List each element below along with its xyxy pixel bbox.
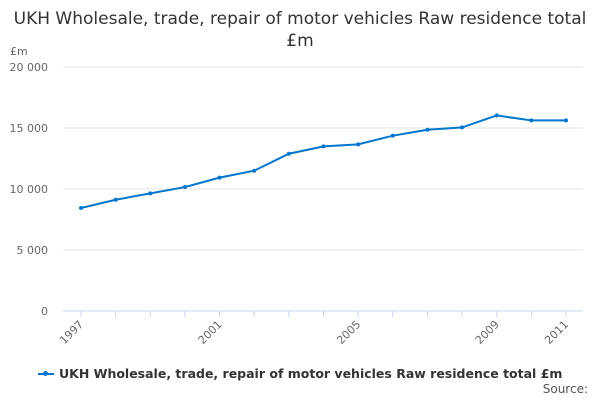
- y-tick-label: 0: [41, 305, 48, 318]
- data-point: [460, 125, 465, 130]
- y-tick-label: 10 000: [10, 183, 49, 196]
- legend[interactable]: UKH Wholesale, trade, repair of motor ve…: [38, 366, 562, 381]
- data-point: [217, 175, 222, 180]
- data-point: [79, 206, 83, 211]
- x-tick-label: 2001: [196, 318, 225, 347]
- legend-swatch-icon: [38, 370, 54, 376]
- data-point: [252, 168, 257, 173]
- data-point: [148, 191, 153, 196]
- data-point: [564, 118, 568, 123]
- x-tick-label: 2011: [542, 318, 571, 347]
- x-tick-label: 2009: [473, 318, 502, 347]
- data-point: [425, 127, 430, 132]
- x-tick-label: 2005: [334, 318, 363, 347]
- y-axis-label: £m: [10, 45, 28, 58]
- y-tick-label: 15 000: [10, 122, 49, 135]
- legend-label: UKH Wholesale, trade, repair of motor ve…: [59, 366, 563, 381]
- data-point: [390, 133, 395, 138]
- data-point: [494, 113, 499, 118]
- y-tick-label: 5 000: [17, 244, 49, 257]
- data-point: [182, 185, 187, 190]
- data-point: [113, 197, 118, 202]
- data-point: [529, 118, 534, 123]
- source-label: Source:: [542, 382, 588, 396]
- chart-title: UKH Wholesale, trade, repair of motor ve…: [13, 9, 587, 51]
- data-point: [286, 151, 291, 156]
- data-point: [356, 142, 361, 147]
- y-tick-label: 20 000: [10, 61, 49, 74]
- x-tick-label: 1997: [57, 318, 86, 347]
- series-line: [80, 114, 566, 210]
- data-point: [321, 144, 326, 149]
